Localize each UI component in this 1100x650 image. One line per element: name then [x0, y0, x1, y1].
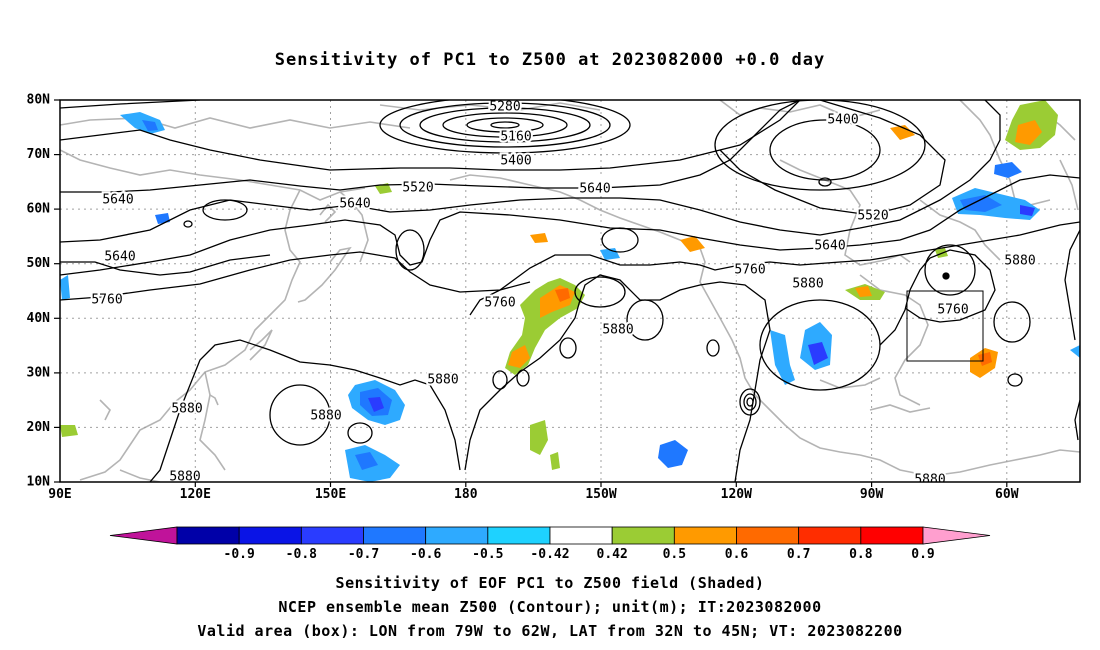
- contour-label: 5280: [489, 100, 520, 115]
- lat-label: 50N: [27, 256, 51, 271]
- lat-label: 10N: [27, 475, 51, 490]
- colorbar-swatch: [549, 526, 613, 545]
- lat-label: 20N: [27, 420, 51, 435]
- lon-label: 90W: [860, 487, 884, 502]
- colorbar-label: -0.6: [410, 547, 441, 562]
- contour-label-group: 5280 5160 5400 5400 5520 5640 5520 5640 …: [89, 100, 1037, 488]
- colorbar-label: -0.5: [472, 547, 503, 562]
- contour-label: 5880: [914, 473, 945, 488]
- lat-label: 70N: [27, 147, 51, 162]
- contour-label: 5880: [792, 277, 823, 292]
- colorbar-label: 0.5: [663, 547, 686, 562]
- longitude-labels: 90E 120E 150E 180 150W 120W 90W 60W: [48, 487, 1018, 502]
- contour-label: 5640: [339, 197, 370, 212]
- contour-label: 5880: [602, 323, 633, 338]
- plot-frame: [59, 99, 1081, 483]
- contour-label: 5640: [102, 193, 133, 208]
- contour-label: 5880: [310, 409, 341, 424]
- map-title: Sensitivity of PC1 to Z500 at 2023082000…: [274, 50, 826, 70]
- lat-ticks: [54, 99, 60, 483]
- colorbar-high-extend: [922, 526, 991, 545]
- colorbar-swatch: [176, 526, 240, 545]
- colorbar-label: -0.42: [530, 547, 569, 562]
- lon-label: 120W: [721, 487, 752, 502]
- contour-label: 5760: [484, 296, 515, 311]
- contour-label: 5760: [734, 263, 765, 278]
- lat-label: 40N: [27, 311, 51, 326]
- colorbar-swatch: [736, 526, 800, 545]
- footer-line-shading: Sensitivity of EOF PC1 to Z500 field (Sh…: [335, 574, 765, 592]
- contour-label: 5880: [427, 373, 458, 388]
- colorbar-label: -0.9: [224, 547, 255, 562]
- footer-line-contour: NCEP ensemble mean Z500 (Contour); unit(…: [278, 598, 822, 616]
- contour-label: 5640: [814, 239, 845, 254]
- lon-label: 90E: [48, 487, 71, 502]
- colorbar-swatch: [300, 526, 364, 545]
- contour-label: 5520: [402, 181, 433, 196]
- contour-label: 5160: [500, 130, 531, 145]
- colorbar-swatch: [798, 526, 862, 545]
- footer-line-valid-area: Valid area (box): LON from 79W to 62W, L…: [197, 622, 903, 640]
- lon-label: 150E: [315, 487, 346, 502]
- colorbar-label: 0.9: [911, 547, 934, 562]
- contour-label: 5880: [171, 402, 202, 417]
- colorbar-swatch: [487, 526, 551, 545]
- colorbar-swatch: [363, 526, 427, 545]
- colorbar-label: 0.7: [787, 547, 810, 562]
- colorbar-label: -0.8: [286, 547, 317, 562]
- contour-label: 5880: [1004, 254, 1035, 269]
- lon-label: 60W: [995, 487, 1019, 502]
- contour-label: 5760: [937, 303, 968, 318]
- colorbar-swatch: [238, 526, 302, 545]
- contour-label: 5640: [579, 182, 610, 197]
- lat-label: 30N: [27, 365, 51, 380]
- colorbar: -0.9 -0.8 -0.7 -0.6 -0.5 -0.42 0.42 0.5 0.6 0.7 0.…: [109, 526, 991, 562]
- colorbar-label: 0.6: [725, 547, 749, 562]
- colorbar-swatch: [673, 526, 737, 545]
- graticule: [60, 100, 1080, 482]
- sensitivity-shading: [60, 100, 1080, 482]
- contour-label: 5640: [104, 250, 135, 265]
- colorbar-low-extend: [109, 526, 178, 545]
- lon-label: 180: [454, 487, 478, 502]
- contour-label: 5760: [91, 293, 122, 308]
- lat-label: 60N: [27, 202, 51, 217]
- z500-contours: [60, 100, 1080, 482]
- contour-label: 5400: [827, 113, 858, 128]
- colorbar-swatch: [611, 526, 675, 545]
- valid-area-box: [906, 290, 984, 362]
- map-plot-area: 5280 5160 5400 5400 5520 5640 5520 5640 …: [60, 100, 1080, 488]
- contour-label: 5400: [500, 154, 531, 169]
- lon-label: 150W: [585, 487, 616, 502]
- colorbar-label: -0.7: [348, 547, 379, 562]
- colorbar-label: 0.42: [597, 547, 628, 562]
- lat-label: 80N: [27, 93, 51, 108]
- colorbar-label: 0.8: [849, 547, 873, 562]
- lon-label: 120E: [180, 487, 211, 502]
- colorbar-swatch: [860, 526, 924, 545]
- latitude-labels: 80N 70N 60N 50N 40N 30N 20N 10N: [27, 93, 51, 490]
- lon-ticks: [194, 482, 1008, 487]
- contour-label: 5880: [169, 470, 200, 485]
- colorbar-swatch: [425, 526, 489, 545]
- contour-label: 5520: [857, 209, 888, 224]
